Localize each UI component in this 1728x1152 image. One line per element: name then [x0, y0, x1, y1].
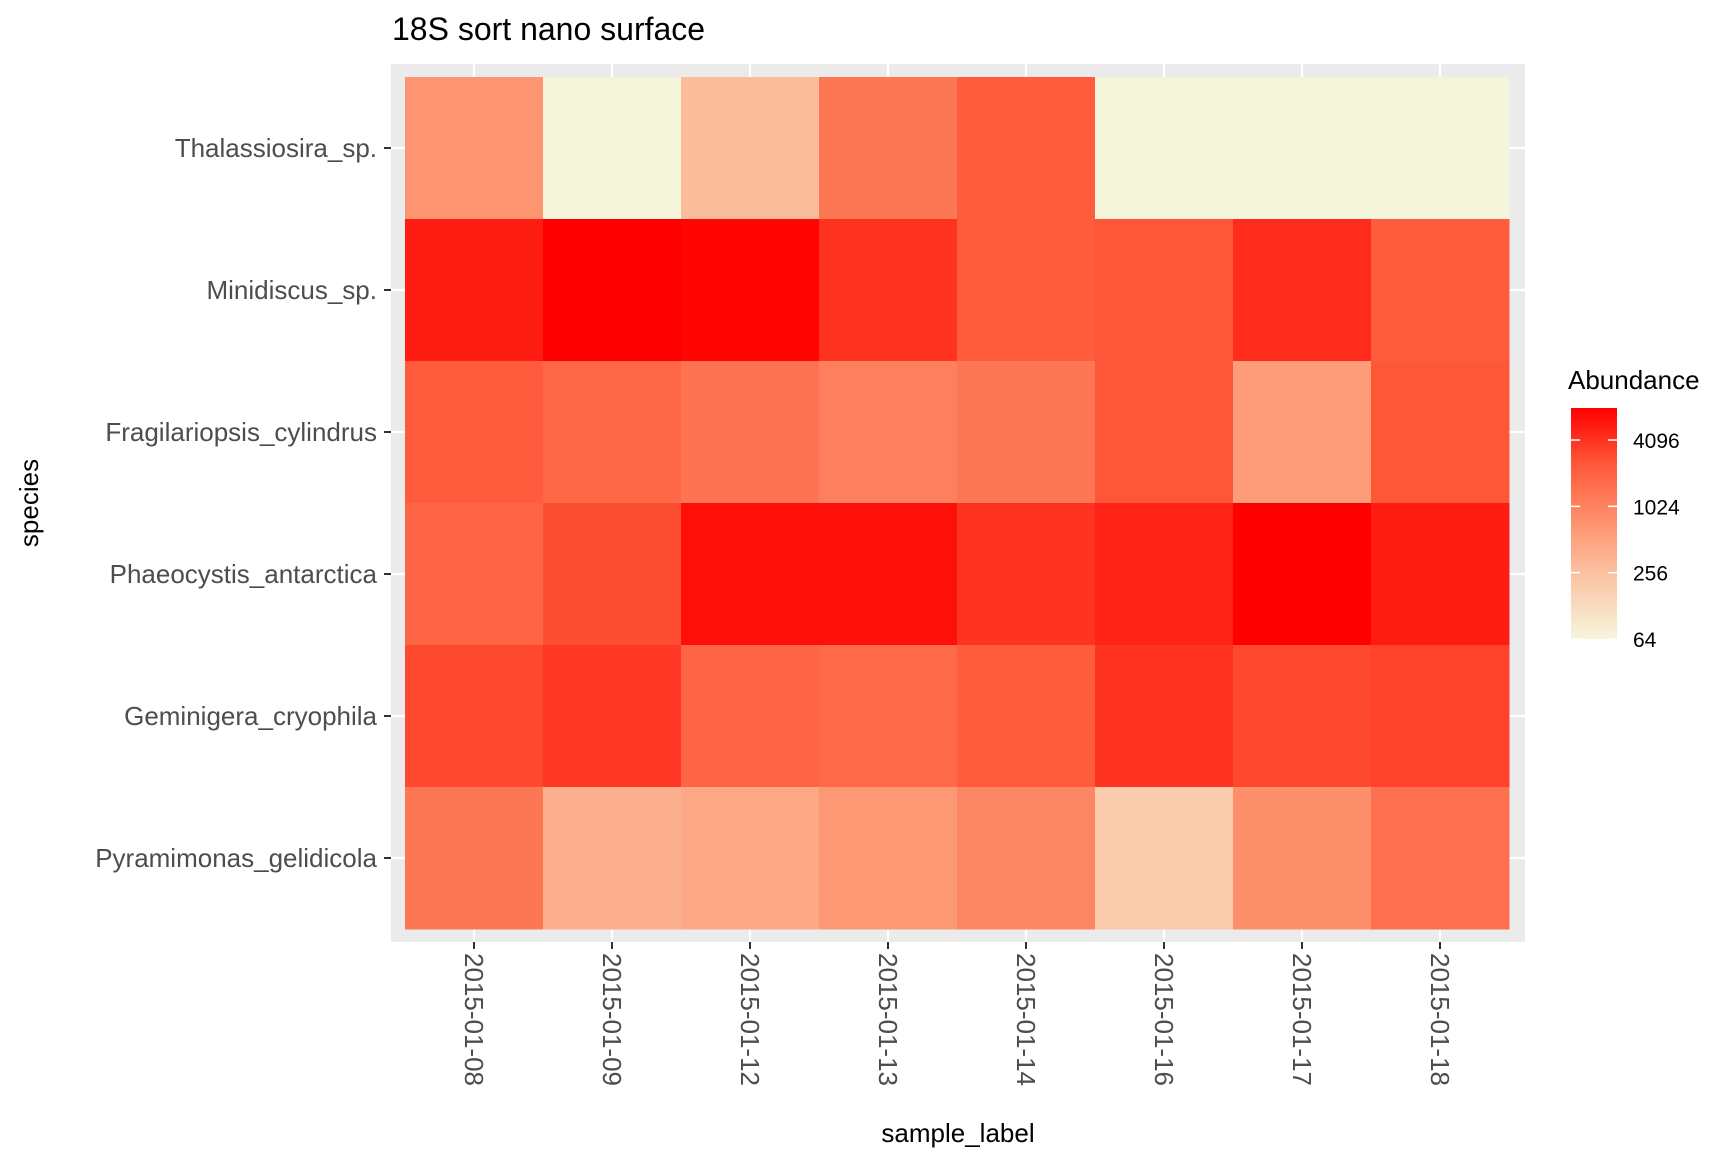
heatmap-cell	[1371, 503, 1510, 646]
heatmap-cell	[957, 787, 1096, 930]
legend-tick-label: 64	[1633, 629, 1657, 652]
heatmap-cell	[405, 361, 544, 504]
heatmap-cell	[1371, 361, 1510, 504]
heatmap-cell	[681, 361, 820, 504]
heatmap-cell	[957, 77, 1096, 220]
heatmap-cell	[1233, 503, 1372, 646]
y-tick-label: Geminigera_cryophila	[124, 701, 377, 731]
heatmap-cell	[543, 645, 682, 788]
heatmap-cell	[819, 787, 958, 930]
chart-title: 18S sort nano surface	[392, 11, 705, 47]
legend-colorbar	[1571, 408, 1617, 639]
heatmap-cell	[957, 219, 1096, 362]
heatmap-cell	[1371, 219, 1510, 362]
x-tick-label: 2015-01-09	[597, 953, 627, 1086]
x-tick-label: 2015-01-08	[459, 953, 489, 1086]
heatmap-cell	[543, 77, 682, 220]
heatmap-cell	[819, 645, 958, 788]
heatmap-cell	[1233, 219, 1372, 362]
heatmap-cell	[1095, 503, 1234, 646]
legend-tick-label: 4096	[1633, 430, 1680, 453]
legend-title: Abundance	[1568, 365, 1700, 395]
legend-tick-label: 1024	[1633, 496, 1680, 519]
x-tick-label: 2015-01-13	[873, 953, 903, 1086]
heatmap-cell	[1371, 645, 1510, 788]
heatmap-cell	[405, 787, 544, 930]
heatmap-cell	[1233, 645, 1372, 788]
heatmap-cell	[405, 503, 544, 646]
y-axis-ticks: Thalassiosira_sp. Minidiscus_sp. Fragilari…	[95, 133, 391, 873]
y-axis-label: species	[14, 459, 44, 547]
x-tick-label: 2015-01-17	[1287, 953, 1317, 1086]
legend-ticks: 64 256 1024 4096	[1571, 430, 1680, 652]
heatmap-cell	[681, 645, 820, 788]
x-axis-label: sample_label	[881, 1118, 1034, 1148]
heatmap-cell	[1233, 361, 1372, 504]
legend-tick-label: 256	[1633, 563, 1668, 586]
heatmap-cell	[1095, 77, 1234, 220]
heatmap-cell	[681, 503, 820, 646]
y-tick-label: Minidiscus_sp.	[206, 275, 377, 305]
heatmap-cell	[1095, 219, 1234, 362]
y-tick-label: Thalassiosira_sp.	[175, 133, 377, 163]
heatmap-cell	[957, 361, 1096, 504]
heatmap-cell	[957, 503, 1096, 646]
x-tick-label: 2015-01-16	[1149, 953, 1179, 1086]
y-tick-label: Fragilariopsis_cylindrus	[105, 417, 377, 447]
heatmap-cell	[1233, 77, 1372, 220]
x-tick-label: 2015-01-18	[1425, 953, 1455, 1086]
heatmap-cell	[681, 219, 820, 362]
heatmap-cell	[405, 645, 544, 788]
heatmap-cell	[405, 219, 544, 362]
y-tick-label: Phaeocystis_antarctica	[110, 559, 378, 589]
heatmap-cell	[1095, 787, 1234, 930]
heatmap-cell	[819, 219, 958, 362]
heatmap-cell	[957, 645, 1096, 788]
heatmap-cell	[1371, 787, 1510, 930]
heatmap-cell	[1095, 645, 1234, 788]
heatmap-cell	[819, 77, 958, 220]
heatmap-cell	[681, 77, 820, 220]
heatmap-cells	[405, 77, 1510, 930]
heatmap-cell	[543, 503, 682, 646]
heatmap-cell	[543, 361, 682, 504]
legend: Abundance 64 256 1024 4096	[1568, 365, 1700, 652]
heatmap-cell	[681, 787, 820, 930]
x-axis-ticks: 2015-01-08 2015-01-09 2015-01-12 2015-01-13…	[459, 942, 1455, 1086]
heatmap-cell	[405, 77, 544, 220]
heatmap-cell	[1371, 77, 1510, 220]
x-tick-label: 2015-01-12	[735, 953, 765, 1086]
heatmap-cell	[543, 787, 682, 930]
y-tick-label: Pyramimonas_gelidicola	[95, 843, 377, 873]
heatmap-cell	[819, 361, 958, 504]
heatmap-cell	[1233, 787, 1372, 930]
heatmap-cell	[819, 503, 958, 646]
heatmap-cell	[543, 219, 682, 362]
x-tick-label: 2015-01-14	[1011, 953, 1041, 1086]
heatmap-cell	[1095, 361, 1234, 504]
